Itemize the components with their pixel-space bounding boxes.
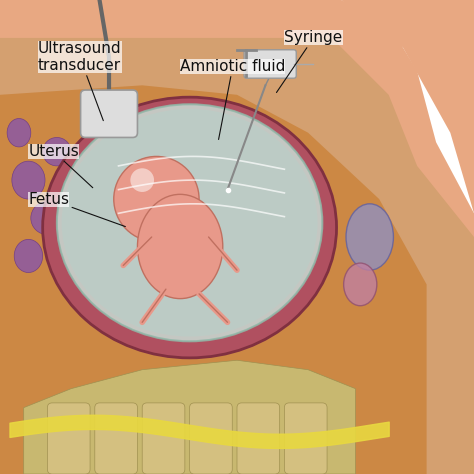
Circle shape [114, 156, 199, 242]
Ellipse shape [346, 204, 393, 270]
FancyBboxPatch shape [95, 403, 137, 474]
FancyBboxPatch shape [47, 403, 90, 474]
FancyBboxPatch shape [190, 403, 232, 474]
Polygon shape [341, 0, 474, 213]
Polygon shape [0, 85, 427, 474]
Ellipse shape [57, 104, 322, 341]
Ellipse shape [344, 263, 377, 306]
FancyBboxPatch shape [284, 403, 327, 474]
Ellipse shape [14, 239, 43, 273]
Text: Ultrasound
transducer: Ultrasound transducer [38, 41, 121, 121]
FancyBboxPatch shape [237, 403, 280, 474]
Ellipse shape [55, 242, 78, 270]
Text: Amniotic fluid: Amniotic fluid [180, 59, 285, 139]
Ellipse shape [43, 97, 337, 358]
Ellipse shape [31, 201, 64, 235]
Text: Uterus: Uterus [28, 144, 93, 188]
Ellipse shape [137, 194, 223, 299]
FancyBboxPatch shape [142, 403, 185, 474]
Ellipse shape [43, 137, 71, 166]
FancyBboxPatch shape [244, 50, 296, 78]
Ellipse shape [62, 109, 318, 337]
Text: Syringe: Syringe [276, 30, 343, 92]
Ellipse shape [12, 161, 45, 199]
Circle shape [130, 168, 154, 192]
Polygon shape [24, 360, 355, 474]
Polygon shape [0, 38, 474, 474]
Ellipse shape [7, 118, 31, 147]
FancyBboxPatch shape [81, 90, 137, 137]
Text: Fetus: Fetus [28, 191, 125, 227]
